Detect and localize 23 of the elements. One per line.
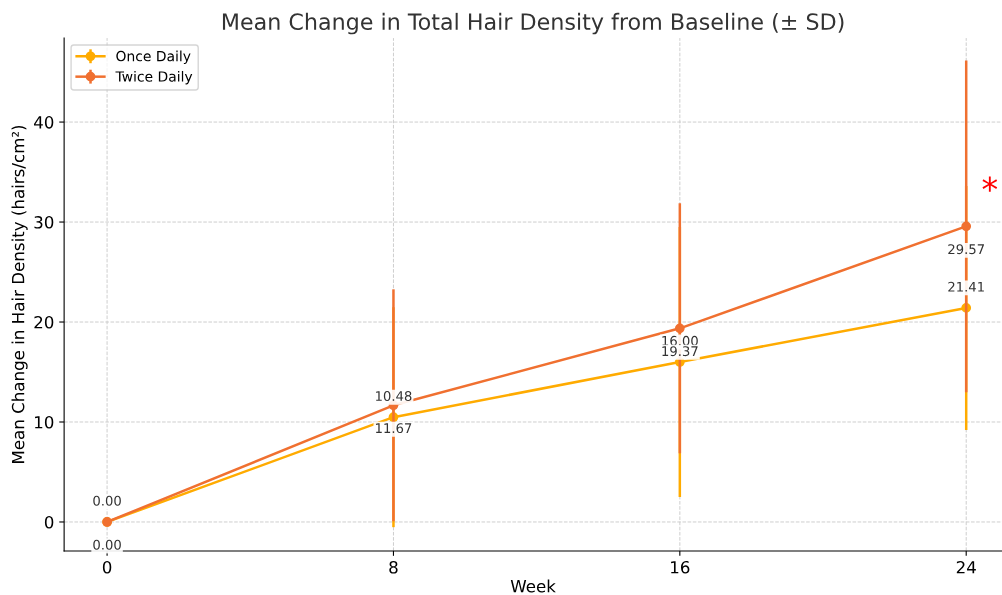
legend-label: Once Daily <box>116 50 191 65</box>
y-tick-label: 0 <box>44 515 54 529</box>
data-label: 11.67 <box>376 423 412 434</box>
chart-title: Mean Change in Total Hair Density from Baseline (± SD) <box>222 12 844 35</box>
y-axis-title: Mean Change in Hair Density (hairs/cm²) <box>11 125 28 463</box>
data-label: 10.48 <box>376 391 412 402</box>
data-label: 19.37 <box>662 346 698 357</box>
x-axis-title: Week <box>510 579 556 593</box>
y-tick-label: 20 <box>34 315 54 329</box>
legend-label: Twice Daily <box>115 70 193 85</box>
data-label: 21.41 <box>948 281 984 292</box>
annotation: * <box>982 176 998 192</box>
data-label: 16.00 <box>662 335 698 346</box>
y-tick-label: 30 <box>34 216 54 229</box>
y-tick-label: 40 <box>34 116 54 129</box>
x-tick-label: 24 <box>956 560 976 574</box>
x-tick-label: 0 <box>102 560 112 574</box>
x-tick-label: 8 <box>389 560 398 574</box>
x-tick-label: 16 <box>671 560 690 574</box>
data-label: 0.00 <box>93 539 121 550</box>
y-tick-label: 10 <box>35 415 54 429</box>
data-label: 29.57 <box>948 244 984 255</box>
data-label: 0.00 <box>93 495 121 506</box>
